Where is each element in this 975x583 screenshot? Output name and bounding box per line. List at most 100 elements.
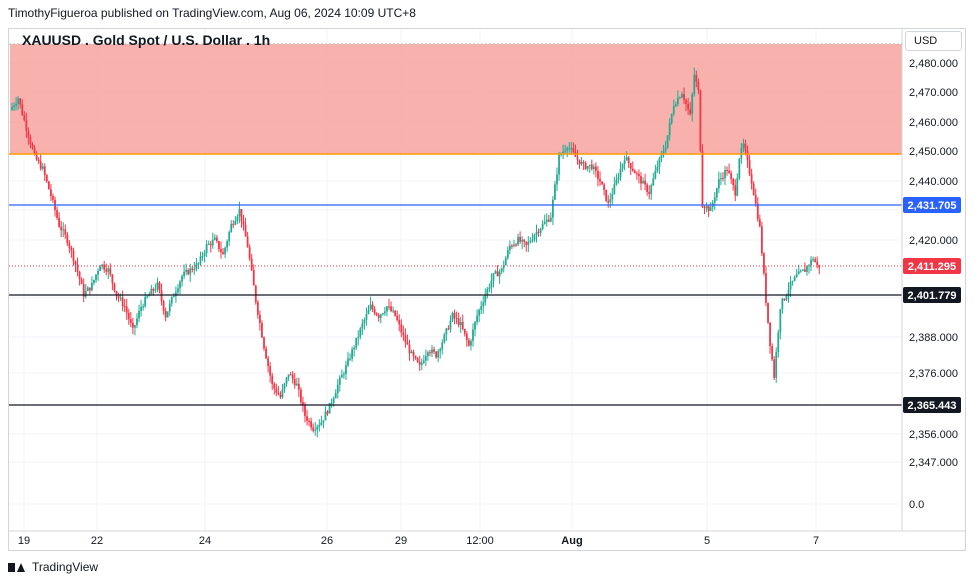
candle-body	[689, 109, 692, 114]
candle	[463, 328, 466, 337]
candle	[709, 202, 712, 212]
candle-body	[349, 358, 351, 360]
candle	[363, 317, 366, 330]
candle	[267, 355, 270, 373]
candle	[353, 345, 356, 357]
candle	[730, 170, 733, 184]
candle-body	[703, 207, 706, 209]
candle-body	[388, 306, 390, 308]
time-axis[interactable]: 19 22 24 26 29 12:00 Aug 5 7	[18, 535, 819, 547]
candle-body	[248, 247, 251, 259]
candle	[640, 172, 642, 191]
price-tag-label: 2,411.295	[908, 261, 956, 273]
candle-body	[533, 235, 536, 240]
candle	[545, 213, 548, 227]
candle-body	[576, 156, 579, 160]
candle-body	[490, 280, 493, 288]
candle-body	[334, 393, 337, 399]
candle-body	[674, 104, 677, 107]
candle	[283, 382, 286, 393]
price-tag-label: 2,431.705	[908, 200, 957, 212]
candle	[566, 146, 569, 158]
candle	[179, 279, 181, 295]
candle-body	[234, 220, 237, 225]
candle	[166, 311, 169, 318]
candle-body	[84, 290, 87, 297]
candle-body	[660, 153, 663, 159]
candle	[666, 135, 669, 149]
candle	[86, 286, 89, 292]
candle	[322, 420, 325, 429]
candle	[732, 177, 735, 191]
candle	[256, 300, 259, 319]
candle	[195, 257, 198, 272]
candle	[244, 217, 247, 237]
candle	[783, 298, 786, 302]
candle	[345, 360, 347, 381]
candle-body	[199, 256, 202, 264]
candle-body	[793, 276, 796, 281]
price-axis[interactable]: 2,480.000 2,470.000 2,460.000 2,450.000 2,44…	[909, 58, 958, 511]
candle-body	[158, 282, 161, 291]
candle	[396, 310, 399, 322]
candle-body	[810, 259, 812, 266]
candle-body	[570, 148, 573, 150]
candle-body	[332, 398, 335, 403]
candle	[285, 376, 288, 387]
candle	[412, 349, 415, 362]
candle	[127, 308, 130, 325]
candle-body	[422, 360, 425, 363]
candle	[568, 142, 571, 153]
candle	[334, 389, 337, 399]
candle	[228, 230, 231, 246]
resistance-zone	[10, 44, 902, 154]
candle	[695, 70, 698, 88]
candle	[488, 283, 491, 293]
candle	[394, 310, 397, 317]
candle	[123, 298, 126, 312]
candle-body	[129, 319, 132, 323]
candle	[506, 246, 509, 260]
candle-body	[806, 266, 808, 272]
candle	[347, 351, 349, 368]
candle-body	[136, 318, 138, 326]
candle	[781, 297, 784, 314]
candle	[29, 134, 32, 149]
candle-body	[666, 135, 669, 148]
candle-body	[99, 266, 101, 271]
candle	[689, 101, 692, 116]
candle-body	[781, 298, 784, 310]
candle	[496, 265, 499, 277]
candle-body	[267, 358, 270, 367]
candle-body	[756, 203, 759, 220]
candle	[535, 224, 538, 243]
candle-body	[265, 348, 267, 359]
candle-body	[78, 271, 81, 280]
candle	[37, 156, 40, 164]
candle	[183, 264, 186, 280]
candle	[129, 312, 132, 328]
candle	[138, 304, 140, 323]
currency-selector[interactable]: USD	[905, 31, 962, 51]
candle	[746, 145, 749, 168]
candle	[752, 181, 755, 196]
candle	[429, 349, 431, 357]
price-tick-label: 2,347.000	[909, 457, 958, 469]
candle-body	[177, 288, 179, 293]
candlestick-series	[11, 67, 821, 438]
candle-body	[508, 245, 511, 251]
candle-body	[556, 174, 558, 185]
candle	[72, 247, 75, 266]
candle	[693, 67, 696, 97]
candle-body	[336, 384, 339, 394]
candle-body	[213, 237, 216, 240]
candle	[728, 163, 730, 174]
candle-body	[656, 166, 659, 171]
candle	[205, 240, 208, 258]
candle	[482, 296, 485, 314]
brand-name: TradingView	[32, 560, 99, 574]
candle-body	[664, 147, 667, 152]
candle	[379, 313, 382, 324]
candle	[105, 263, 108, 276]
